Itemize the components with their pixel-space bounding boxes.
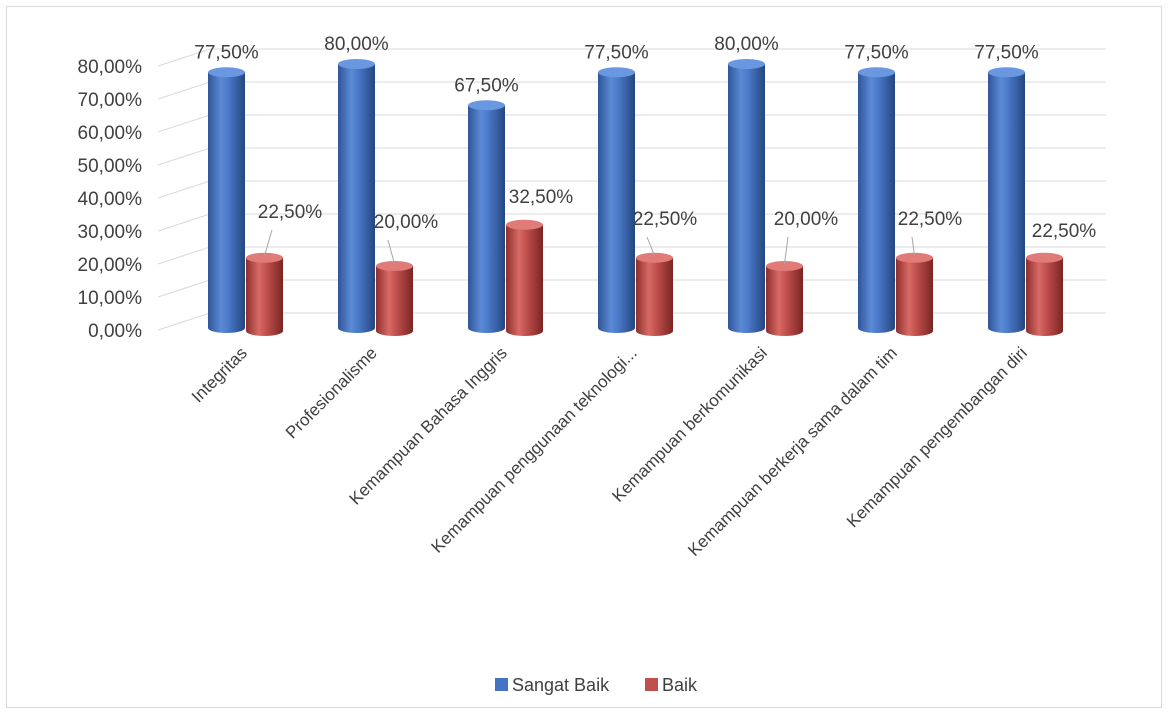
bar-sangat-baik [208, 67, 245, 333]
y-tick-label: 20,00% [78, 255, 143, 276]
bar-top [338, 59, 375, 69]
bar-top [858, 67, 895, 78]
y-tick-label: 50,00% [78, 156, 143, 177]
bar-sangat-baik [728, 59, 765, 333]
y-tick-label: 80,00% [78, 57, 143, 78]
bars [208, 59, 1063, 337]
bar-body [376, 266, 414, 337]
legend-swatch [645, 678, 658, 691]
bar-body [858, 72, 895, 333]
bar-baik [246, 252, 283, 337]
bar-body [208, 72, 245, 333]
y-tick-label: 10,00% [78, 288, 143, 309]
data-label-leader [784, 236, 789, 265]
bar-body [728, 64, 765, 333]
bar-top [896, 252, 933, 263]
y-tick-label: 60,00% [78, 123, 143, 144]
bar-body [636, 257, 673, 337]
data-label: 77,50% [584, 42, 649, 63]
data-labels: 77,50% 22,50% 80,00% 20,00% 67,50% 32,50% 77,5… [194, 34, 1097, 265]
data-label: 67,50% [454, 75, 519, 96]
bar-sangat-baik [598, 67, 635, 333]
data-label: 22,50% [633, 209, 698, 230]
bar-sangat-baik [338, 59, 375, 333]
bar-sangat-baik [988, 67, 1025, 333]
x-category-label: Kemampuan penggunaan teknologi... [428, 343, 641, 556]
y-tick-label: 0,00% [88, 321, 142, 342]
y-tick-label: 30,00% [78, 222, 143, 243]
bar-top [506, 219, 543, 230]
x-category-label: Profesionalisme [282, 343, 381, 442]
bar-body [988, 72, 1025, 333]
bar-top [208, 67, 245, 78]
bar-top [1026, 252, 1063, 263]
chart-frame [6, 6, 1162, 708]
bar-top [376, 261, 413, 271]
bar-body [246, 257, 283, 337]
y-tick-label: 40,00% [78, 189, 143, 210]
bar-body [766, 266, 803, 337]
bar-top [598, 67, 635, 78]
x-category-label: Integritas [188, 343, 251, 406]
data-label: 20,00% [374, 212, 439, 233]
legend: Sangat Baik Baik [495, 675, 698, 695]
bar-body [506, 224, 543, 337]
bar-top [246, 252, 283, 263]
bar-baik [506, 219, 543, 337]
data-label: 20,00% [774, 209, 839, 230]
bar-body [338, 64, 375, 333]
data-label: 32,50% [509, 187, 574, 208]
legend-label: Sangat Baik [512, 675, 610, 695]
bar-body [598, 72, 635, 333]
bar-top [988, 67, 1025, 78]
data-label-leader [911, 236, 915, 256]
bar-baik [896, 252, 933, 337]
data-label: 80,00% [324, 34, 389, 55]
data-label: 22,50% [898, 209, 963, 230]
bar-sangat-baik [858, 67, 895, 333]
data-label: 77,50% [844, 42, 909, 63]
x-category-label: Kemampuan berkomunikasi [608, 343, 770, 505]
y-tick-label: 70,00% [78, 90, 143, 111]
bar-baik [1026, 252, 1063, 337]
data-label: 80,00% [714, 34, 779, 55]
bar-baik [636, 252, 673, 337]
bar-top [636, 252, 673, 263]
bar-top [468, 100, 505, 111]
x-category-label: Kemampuan berkerja sama dalam tim [684, 343, 901, 560]
data-label-leader [646, 236, 655, 256]
bar-top [728, 59, 765, 69]
bar-top [766, 261, 803, 271]
bar-body [468, 105, 505, 333]
y-axis-ticks: 0,00% 10,00% 20,00% 30,00% 40,00% 50,00% 60,00… [78, 57, 143, 342]
bar-baik [376, 261, 414, 337]
bar-body [1026, 257, 1063, 337]
data-label-leader [264, 229, 273, 256]
data-label-leader [387, 239, 395, 265]
legend-swatch [495, 678, 508, 691]
bar-body [896, 257, 933, 337]
data-label: 22,50% [1032, 221, 1097, 242]
data-label: 77,50% [974, 42, 1039, 63]
data-label: 77,50% [194, 42, 259, 63]
bar-baik [766, 261, 803, 337]
legend-label: Baik [662, 675, 698, 695]
gridline [157, 48, 1106, 67]
data-label: 22,50% [258, 202, 323, 223]
bar-sangat-baik [468, 100, 505, 333]
